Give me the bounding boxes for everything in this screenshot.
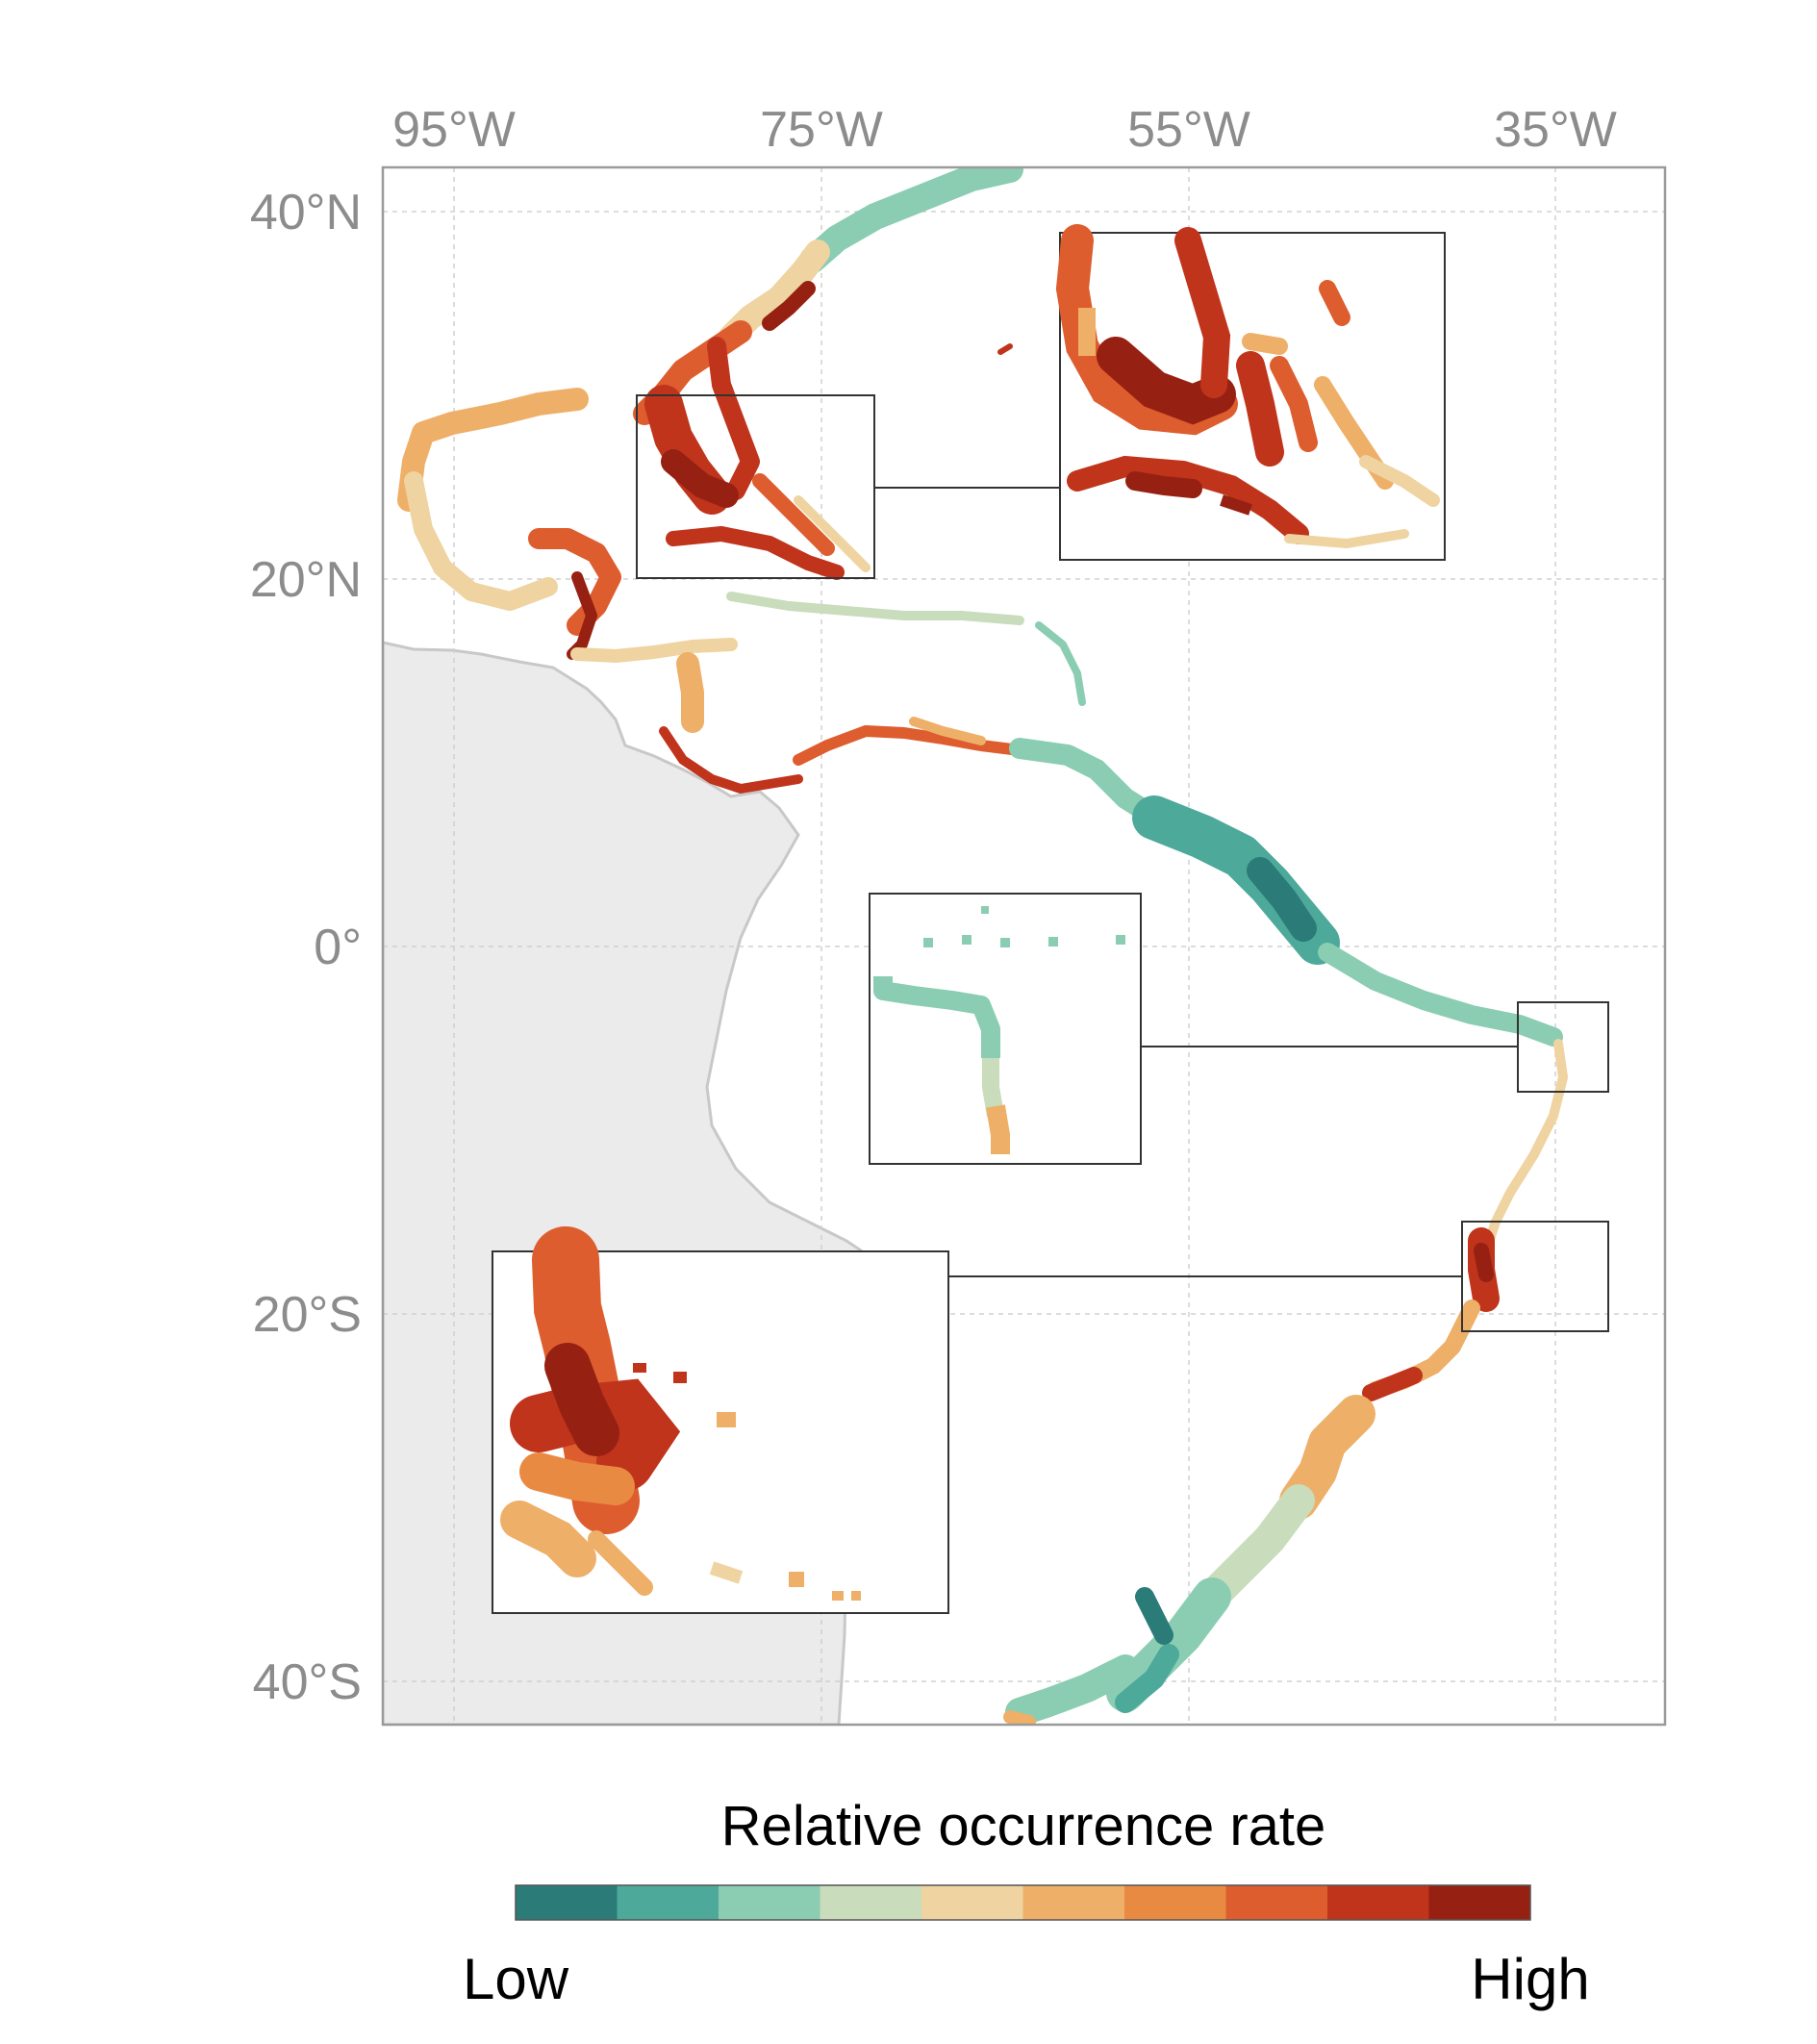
band-antilles	[726, 592, 1024, 625]
band-cuba	[666, 526, 845, 580]
legend-swatch-5	[921, 1885, 1023, 1920]
inset-abrolhos	[492, 1226, 949, 1614]
band-bahamas-light	[794, 495, 871, 572]
legend-swatch-7	[1124, 1885, 1226, 1920]
map-panel	[383, 167, 1665, 1725]
band-nicaragua	[676, 652, 704, 733]
band-venezuela-light	[909, 717, 986, 745]
band-florida-core	[661, 449, 739, 508]
band-se-brazil	[1279, 1395, 1375, 1520]
lat-label-20s: 20°S	[253, 1287, 362, 1343]
band-rio-plata	[1005, 1654, 1140, 1725]
legend-swatch-8	[1225, 1885, 1328, 1920]
band-gulf-west	[404, 471, 558, 611]
latitude-labels: 40°N 20°N 0° 20°S 40°S	[250, 185, 362, 1710]
band-honduras	[570, 638, 738, 663]
occurrence-layer	[397, 167, 1568, 1725]
band-bahamas	[752, 473, 835, 556]
band-us-atlantic-north	[799, 167, 1023, 273]
legend-swatch-9	[1327, 1885, 1429, 1920]
band-argentina	[1003, 1710, 1036, 1725]
band-rio-dark	[1362, 1367, 1423, 1401]
band-colombia-coast	[659, 726, 803, 794]
band-carolina-dark	[762, 281, 816, 331]
lon-label-95w: 95°W	[392, 102, 516, 158]
longitude-labels: 95°W 75°W 55°W 35°W	[392, 102, 1617, 158]
leader-lines	[874, 487, 1518, 1277]
lon-label-35w: 35°W	[1494, 102, 1617, 158]
band-florida-east	[707, 337, 760, 500]
legend-swatch-4	[820, 1885, 922, 1920]
band-abrolhos-core	[1474, 1243, 1494, 1282]
band-gulf-north	[397, 388, 589, 512]
legend: Relative occurrence rate Low High	[463, 1795, 1590, 2011]
lon-label-75w: 75°W	[760, 102, 883, 158]
band-ne-brazil	[1529, 1039, 1568, 1159]
band-amazon-core	[1247, 857, 1317, 942]
legend-swatch-3	[719, 1885, 820, 1920]
band-para-maranhao	[1318, 943, 1563, 1047]
band-santos	[1196, 1484, 1315, 1613]
legend-swatch-10	[1428, 1885, 1531, 1920]
legend-swatch-2	[617, 1885, 719, 1920]
legend-title: Relative occurrence rate	[721, 1795, 1326, 1857]
legend-swatch-6	[1022, 1885, 1125, 1920]
band-plata-inner	[1115, 1644, 1179, 1713]
legend-colorbar	[515, 1884, 1531, 1921]
legend-swatch-1	[516, 1885, 618, 1920]
lat-label-40s: 40°S	[253, 1654, 362, 1710]
band-lesser-antilles	[1035, 621, 1086, 706]
lat-label-40n: 40°N	[250, 185, 362, 240]
map-frame	[381, 165, 1667, 1727]
legend-colorbar-outline	[515, 1884, 1531, 1921]
band-plata-dark	[1135, 1587, 1173, 1645]
legend-low-label: Low	[463, 1947, 569, 2011]
legend-high-label: High	[1471, 1947, 1589, 2011]
band-bermuda	[997, 343, 1013, 355]
inset-florida	[1055, 224, 1446, 561]
lat-label-0: 0°	[314, 920, 362, 975]
inset-ne-brazil	[869, 893, 1142, 1165]
lon-label-55w: 55°W	[1127, 102, 1250, 158]
lat-label-20n: 20°N	[250, 552, 362, 608]
